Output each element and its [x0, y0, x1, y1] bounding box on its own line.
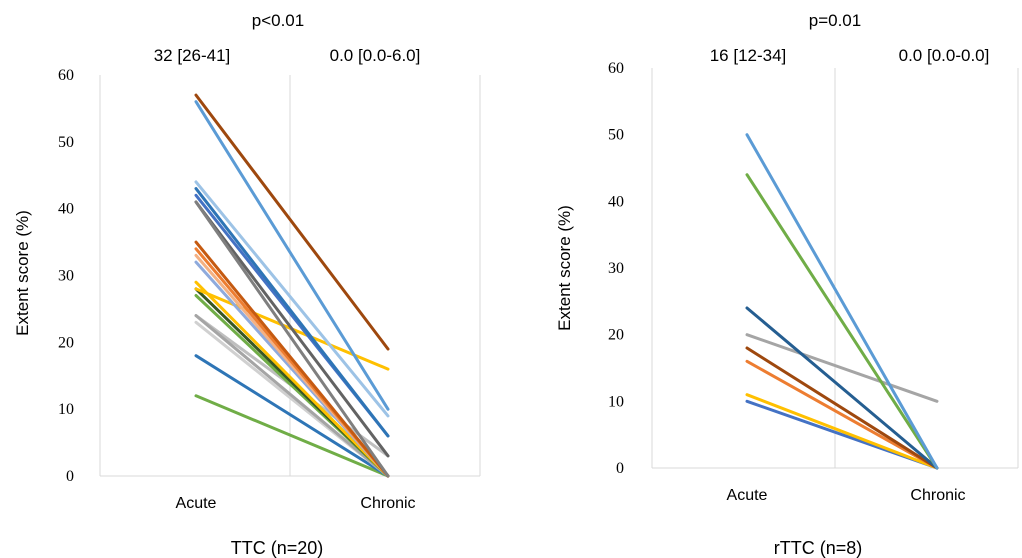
chronic-summary-label: 0.0 [0.0-6.0] — [330, 46, 421, 65]
series-line — [745, 393, 939, 470]
series-line — [194, 314, 390, 478]
series-line — [194, 280, 390, 478]
y-tick-label: 20 — [608, 327, 624, 344]
acute-summary-label: 32 [26-41] — [154, 46, 231, 65]
y-tick-label: 40 — [608, 193, 624, 210]
chart-panel-ttc: p<0.01 32 [26-41] 0.0 [0.0-6.0] Extent s… — [13, 11, 481, 558]
pvalue-label: p<0.01 — [252, 11, 304, 30]
pvalue-label: p=0.01 — [809, 11, 861, 30]
y-axis-label: Extent score (%) — [13, 210, 32, 336]
series-line — [194, 200, 390, 458]
plot-area: 0 10 20 30 40 50 60 — [608, 60, 1019, 477]
y-tick-label: 30 — [608, 260, 624, 277]
chart-panel-rttc: p=0.01 16 [12-34] 0.0 [0.0-0.0] Extent s… — [555, 11, 1019, 558]
x-tick-acute: Acute — [727, 487, 768, 504]
y-tick-label: 10 — [58, 401, 74, 418]
series-line — [745, 346, 939, 470]
series-line — [745, 359, 939, 470]
chronic-summary-label: 0.0 [0.0-0.0] — [899, 46, 990, 65]
y-tick-label: 60 — [608, 60, 624, 77]
series-line — [194, 240, 390, 478]
y-tick-label: 30 — [58, 268, 74, 285]
series-line — [194, 200, 390, 478]
chart-title: rTTC (n=8) — [774, 538, 863, 558]
series-line — [194, 354, 390, 478]
x-tick-chronic: Chronic — [910, 487, 965, 504]
series-line — [194, 100, 390, 411]
series-line — [745, 133, 939, 470]
y-tick-label: 50 — [608, 127, 624, 144]
x-tick-chronic: Chronic — [360, 495, 415, 512]
y-tick-label: 50 — [58, 134, 74, 151]
series-line — [745, 306, 939, 470]
series-line — [194, 93, 390, 351]
y-axis-label: Extent score (%) — [555, 205, 574, 331]
y-tick-label: 60 — [58, 67, 74, 84]
y-tick-label: 10 — [608, 393, 624, 410]
series-line — [745, 333, 939, 403]
x-tick-acute: Acute — [176, 495, 217, 512]
acute-summary-label: 16 [12-34] — [710, 46, 787, 65]
plot-area: 0 10 20 30 40 50 60 — [58, 67, 481, 485]
series-line — [194, 187, 390, 438]
y-tick-label: 20 — [58, 334, 74, 351]
y-tick-label: 0 — [616, 460, 624, 477]
series-line — [194, 394, 390, 478]
y-tick-label: 0 — [66, 468, 74, 485]
series-line — [745, 173, 939, 470]
series-line — [194, 180, 390, 418]
y-tick-label: 40 — [58, 201, 74, 218]
chart-title: TTC (n=20) — [231, 538, 324, 558]
